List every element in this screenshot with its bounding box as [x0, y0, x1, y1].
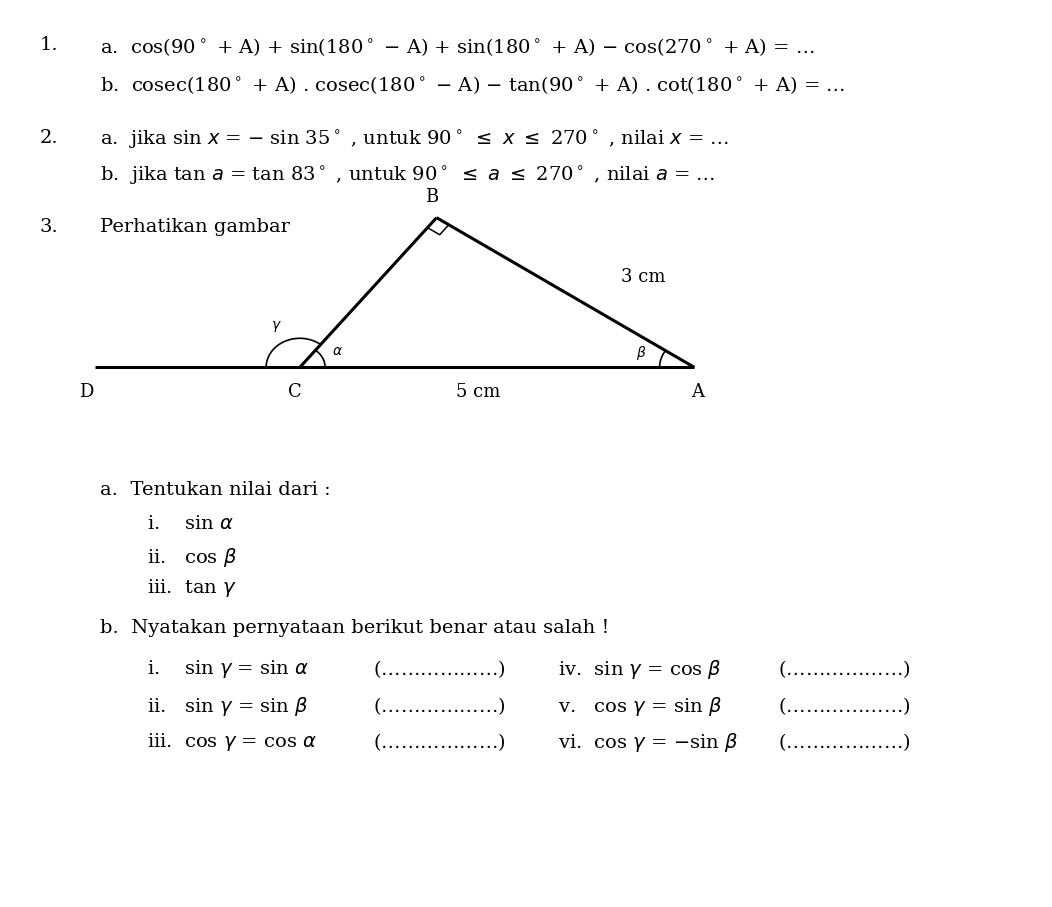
Text: 2.: 2.	[40, 129, 59, 147]
Text: i.    sin $\alpha$: i. sin $\alpha$	[147, 515, 235, 533]
Text: ($\ldots\ldots\ldots\ldots\ldots\ldots$): ($\ldots\ldots\ldots\ldots\ldots\ldots$)	[778, 695, 911, 717]
Text: b.  jika tan $a$ = tan 83$^\circ$ , untuk 90$^\circ$ $\leq$ $a$ $\leq$ 270$^\cir: b. jika tan $a$ = tan 83$^\circ$ , untuk…	[100, 165, 715, 189]
Text: iii.  cos $\gamma$ = cos $\alpha$: iii. cos $\gamma$ = cos $\alpha$	[147, 731, 317, 753]
Text: A: A	[691, 383, 704, 401]
Text: iv.  sin $\gamma$ = cos $\beta$: iv. sin $\gamma$ = cos $\beta$	[558, 658, 722, 681]
Text: 1.: 1.	[40, 36, 59, 54]
Text: B: B	[425, 188, 438, 206]
Text: ii.   cos $\beta$: ii. cos $\beta$	[147, 546, 238, 569]
Text: iii.  tan $\gamma$: iii. tan $\gamma$	[147, 577, 237, 599]
Text: Perhatikan gambar: Perhatikan gambar	[100, 218, 289, 236]
Text: v.   cos $\gamma$ = sin $\beta$: v. cos $\gamma$ = sin $\beta$	[558, 695, 722, 717]
Text: b.  cosec(180$^\circ$ + A) . cosec(180$^\circ$ $-$ A) $-$ tan(90$^\circ$ + A) . : b. cosec(180$^\circ$ + A) . cosec(180$^\…	[100, 74, 845, 96]
Text: a.  Tentukan nilai dari :: a. Tentukan nilai dari :	[100, 481, 330, 499]
Text: $\gamma$: $\gamma$	[271, 319, 282, 334]
Text: ($\ldots\ldots\ldots\ldots\ldots\ldots$): ($\ldots\ldots\ldots\ldots\ldots\ldots$)	[778, 731, 911, 753]
Text: D: D	[79, 383, 94, 401]
Text: ($\ldots\ldots\ldots\ldots\ldots\ldots$): ($\ldots\ldots\ldots\ldots\ldots\ldots$)	[373, 731, 506, 753]
Text: ii.   sin $\gamma$ = sin $\beta$: ii. sin $\gamma$ = sin $\beta$	[147, 695, 308, 717]
Text: $\beta$: $\beta$	[635, 345, 646, 362]
Text: i.    sin $\gamma$ = sin $\alpha$: i. sin $\gamma$ = sin $\alpha$	[147, 658, 309, 680]
Text: ($\ldots\ldots\ldots\ldots\ldots\ldots$): ($\ldots\ldots\ldots\ldots\ldots\ldots$)	[778, 658, 911, 680]
Text: C: C	[287, 383, 302, 401]
Text: b.  Nyatakan pernyataan berikut benar atau salah !: b. Nyatakan pernyataan berikut benar ata…	[100, 619, 609, 637]
Text: 5 cm: 5 cm	[457, 383, 501, 401]
Text: vi.  cos $\gamma$ = $-$sin $\beta$: vi. cos $\gamma$ = $-$sin $\beta$	[558, 731, 737, 754]
Text: a.  cos(90$^\circ$ + A) + sin(180$^\circ$ $-$ A) + sin(180$^\circ$ + A) $-$ cos(: a. cos(90$^\circ$ + A) + sin(180$^\circ$…	[100, 36, 814, 58]
Text: ($\ldots\ldots\ldots\ldots\ldots\ldots$): ($\ldots\ldots\ldots\ldots\ldots\ldots$)	[373, 695, 506, 717]
Text: ($\ldots\ldots\ldots\ldots\ldots\ldots$): ($\ldots\ldots\ldots\ldots\ldots\ldots$)	[373, 658, 506, 680]
Text: $\alpha$: $\alpha$	[332, 345, 343, 358]
Text: 3.: 3.	[40, 218, 59, 236]
Text: 3 cm: 3 cm	[621, 268, 665, 286]
Text: a.  jika sin $x$ = $-$ sin 35$^\circ$ , untuk 90$^\circ$ $\leq$ $x$ $\leq$ 270$^: a. jika sin $x$ = $-$ sin 35$^\circ$ , u…	[100, 129, 729, 152]
